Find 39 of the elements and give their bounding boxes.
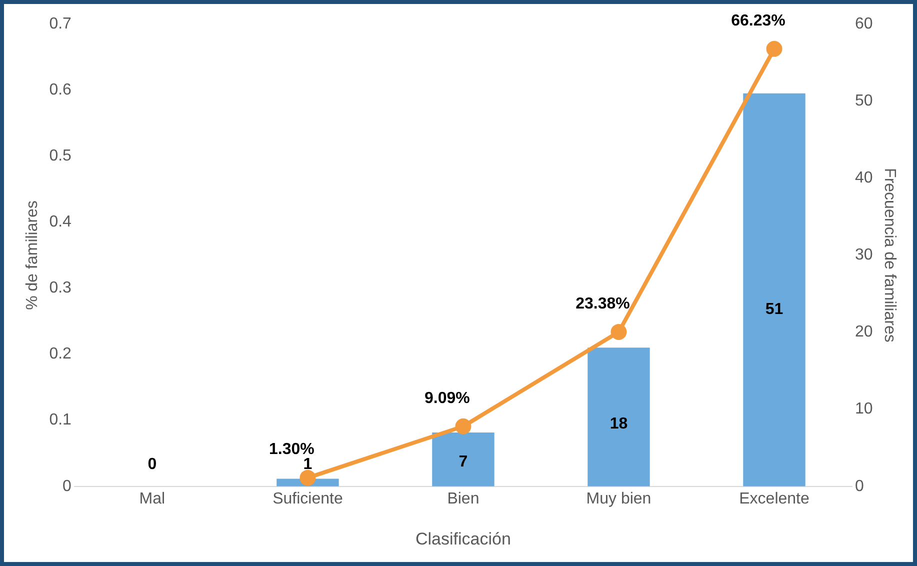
x-tick-label: Suficiente	[272, 490, 343, 508]
data-label: 1.30%	[269, 441, 314, 458]
y2-tick-label: 10	[855, 400, 873, 418]
y-tick-label: 0.5	[49, 148, 72, 165]
y-axis-title: % de familiares	[24, 200, 42, 310]
y2-tick-label: 30	[855, 246, 873, 264]
bar	[588, 348, 650, 486]
x-tick-label: Bien	[447, 490, 480, 508]
x-tick-label: Mal	[139, 490, 166, 508]
x-tick-label: Excelente	[739, 490, 810, 508]
y-tick-label: 0.4	[49, 214, 72, 231]
bar	[432, 432, 494, 486]
data-label: 66.23%	[731, 12, 786, 30]
y-tick-label: 0.7	[49, 15, 72, 32]
bar	[743, 93, 806, 486]
x-tick-label: Muy bien	[586, 490, 652, 508]
y-tick-label: 0.3	[49, 280, 72, 297]
point	[300, 470, 316, 486]
y2-tick-label: 60	[855, 15, 873, 32]
data-label: 51	[765, 300, 784, 318]
data-label: 18	[610, 415, 628, 432]
point	[766, 40, 782, 57]
y-tick-label: 0	[62, 478, 72, 495]
y2-axis-title: Frecuencia de familiares	[880, 168, 898, 342]
x-axis-title: Clasificación	[416, 529, 511, 548]
y2-tick-label: 20	[855, 324, 873, 341]
y-tick-label: 0.1	[49, 412, 72, 429]
y-tick-label: 0.2	[49, 346, 72, 363]
data-label: 23.38%	[576, 295, 630, 312]
data-label: 7	[458, 454, 468, 471]
data-label: 0	[148, 456, 157, 473]
y-tick-label: 0.6	[49, 81, 72, 98]
data-label: 1	[303, 456, 312, 473]
point	[455, 418, 472, 434]
y2-tick-label: 50	[855, 92, 873, 110]
data-label: 9.09%	[424, 390, 470, 407]
y2-tick-label: 0	[855, 478, 864, 495]
y2-tick-label: 40	[855, 170, 873, 187]
point	[610, 324, 627, 340]
